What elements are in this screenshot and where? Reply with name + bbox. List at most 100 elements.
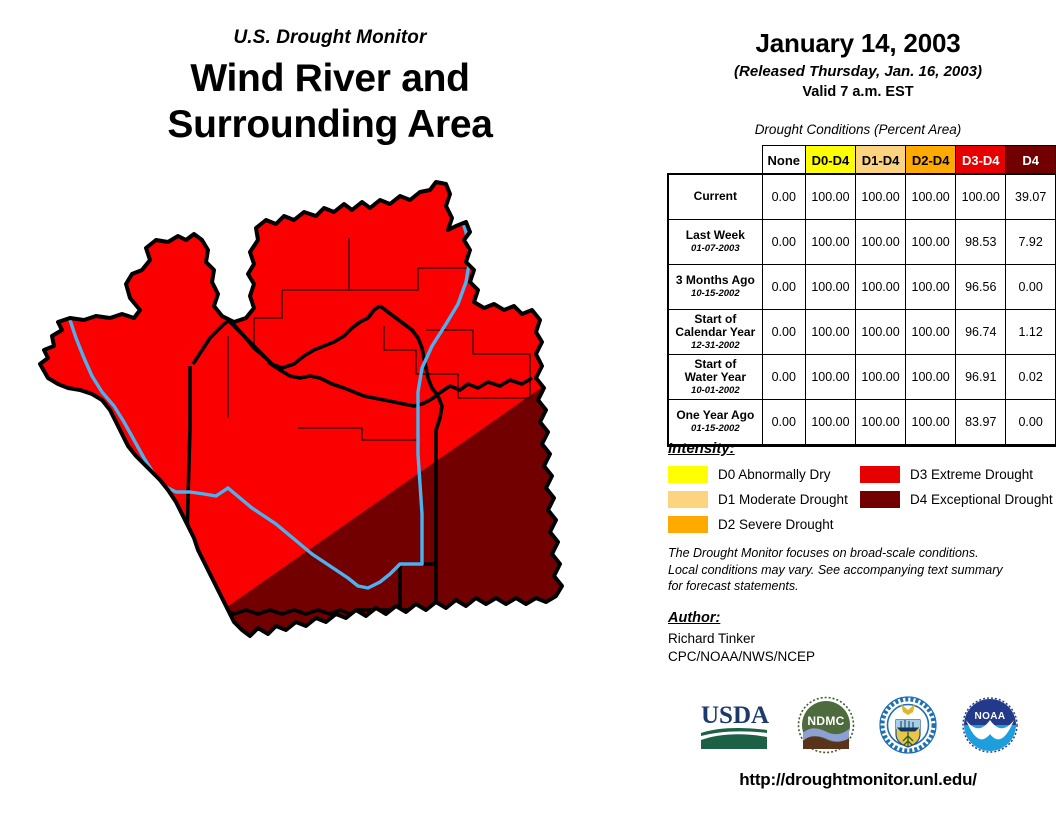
legend-label-d2: D2 Severe Drought [718,516,834,532]
date-block: January 14, 2003 (Released Thursday, Jan… [660,28,1056,100]
cell-none: 0.00 [761,174,806,220]
row-label-start-of-water-year: Start of Water Year 10-01-2002 [668,354,763,400]
intensity-heading: Intensity: [668,440,735,457]
row-label-current: Current [668,174,763,220]
row-label-one-year-ago: One Year Ago 01-15-2002 [668,399,763,445]
row-name: One Year Ago [676,408,755,423]
legend-column-right: D3 Extreme Drought D4 Exceptional Drough… [860,465,1056,533]
legend-item-d1: D1 Moderate Drought [668,490,860,508]
table-row: 3 Months Ago 10-15-2002 0.00 100.00 100.… [668,264,1056,310]
cell-d2-d4: 100.00 [905,399,957,445]
row-name: Start of Water Year [684,356,747,385]
cell-d0-d4: 100.00 [804,174,856,220]
cell-d3-d4: 96.56 [955,264,1007,310]
usda-landscape-icon [701,728,767,749]
column-header-d3-d4: D3-D4 [955,145,1007,175]
table-row: Current 0.00 100.00 100.00 100.00 100.00… [668,174,1056,220]
region-title-line1: Wind River and [190,56,470,100]
info-panel: January 14, 2003 (Released Thursday, Jan… [660,0,1056,816]
county-lines [112,208,531,446]
map-fill-layer [40,182,562,636]
cell-none: 0.00 [761,354,806,400]
swatch-d2-icon [668,515,708,533]
cell-d4: 1.12 [1005,309,1056,355]
author-block: Author: Richard Tinker CPC/NOAA/NWS/NCEP [668,610,1048,666]
cell-none: 0.00 [761,264,806,310]
table-caption: Drought Conditions (Percent Area) [754,122,962,137]
legend-label-d4: D4 Exceptional Drought [910,491,1053,507]
table-corner-cell [669,146,763,175]
table-row: Start of Calendar Year 12-31-2002 0.00 10… [668,309,1056,355]
row-label-start-of-calendar-year: Start of Calendar Year 12-31-2002 [668,309,763,355]
author-name: Richard Tinker [668,631,756,646]
row-name: 3 Months Ago [675,273,755,288]
cell-d4: 39.07 [1005,174,1056,220]
cell-d2-d4: 100.00 [905,219,957,265]
cell-d4: 0.00 [1005,399,1056,445]
table-row: One Year Ago 01-15-2002 0.00 100.00 100.… [668,399,1056,445]
row-name: Start of Calendar Year [675,311,756,340]
noaa-outer-ring-icon [962,697,1018,753]
cell-d1-d4: 100.00 [854,354,907,400]
cell-d1-d4: 100.00 [854,219,907,265]
release-date: (Released Thursday, Jan. 16, 2003) [734,63,982,80]
cell-d3-d4: 96.74 [955,309,1007,355]
commerce-shield-sky-icon [896,720,920,729]
row-name: Last Week [685,228,745,243]
program-title: U.S. Drought Monitor [233,27,427,48]
cell-d4: 0.00 [1005,264,1056,310]
legend-item-d4: D4 Exceptional Drought [860,490,1056,508]
cell-d0-d4: 100.00 [804,309,856,355]
cell-d1-d4: 100.00 [854,309,907,355]
column-header-d4: D4 [1005,145,1056,175]
column-header-none: None [761,145,806,175]
cell-d0-d4: 100.00 [804,399,856,445]
cell-d3-d4: 100.00 [955,174,1007,220]
cell-none: 0.00 [761,399,806,445]
author-heading: Author: [668,610,721,626]
swatch-d0-icon [668,465,708,483]
ndmc-water-icon [803,728,849,742]
ndmc-logo-text: NDMC [807,714,844,728]
legend-item-d0: D0 Abnormally Dry [668,465,860,483]
commerce-tree-icon [902,732,914,746]
column-header-d0-d4: D0-D4 [804,145,856,175]
legend-label-d0: D0 Abnormally Dry [718,466,831,482]
legend-column-left: D0 Abnormally Dry D1 Moderate Drought D2… [668,465,860,533]
table-row: Last Week 01-07-2003 0.00 100.00 100.00 … [668,219,1056,265]
cell-d1-d4: 100.00 [854,399,907,445]
disclaimer-text: The Drought Monitor focuses on broad-sca… [668,545,1048,595]
cell-d1-d4: 100.00 [854,174,907,220]
cell-d3-d4: 96.91 [955,354,1007,400]
noaa-bird-icon [966,720,1014,740]
d3-extreme-drought-area [40,182,562,636]
website-url[interactable]: http://droughtmonitor.unl.edu/ [739,770,977,789]
cell-d4: 7.92 [1005,219,1056,265]
cell-d2-d4: 100.00 [905,264,957,310]
row-label-last-week: Last Week 01-07-2003 [668,219,763,265]
map-svg [38,180,564,638]
swatch-d1-icon [668,490,708,508]
cell-d2-d4: 100.00 [905,174,957,220]
commerce-eagle-icon [901,704,915,715]
page-title: Wind River and Surrounding Area [0,56,660,148]
cell-d2-d4: 100.00 [905,309,957,355]
cell-d3-d4: 83.97 [955,399,1007,445]
table-body: Current 0.00 100.00 100.00 100.00 100.00… [666,172,1056,447]
commerce-seal-ring-text-icon [879,696,937,754]
disclaimer-line-3: for forecast statements. [668,579,799,593]
column-header-d1-d4: D1-D4 [854,145,907,175]
region-outline [38,180,564,638]
region-title-line2: Surrounding Area [167,102,493,146]
cell-d1-d4: 100.00 [854,264,907,310]
noaa-logo-text: NOAA [974,711,1005,722]
cell-d0-d4: 100.00 [804,219,856,265]
table-header: None D0-D4 D1-D4 D2-D4 D3-D4 D4 [669,145,1056,175]
map-panel: U.S. Drought Monitor Wind River and Surr… [0,27,660,638]
swatch-d3-icon [860,465,900,483]
legend-item-d3: D3 Extreme Drought [860,465,1056,483]
row-name: Current [693,188,737,203]
usda-logo-text: USDA [701,702,769,729]
disclaimer-line-2: Local conditions may vary. See accompany… [668,562,1003,577]
ndmc-logo: NDMC [797,696,855,754]
